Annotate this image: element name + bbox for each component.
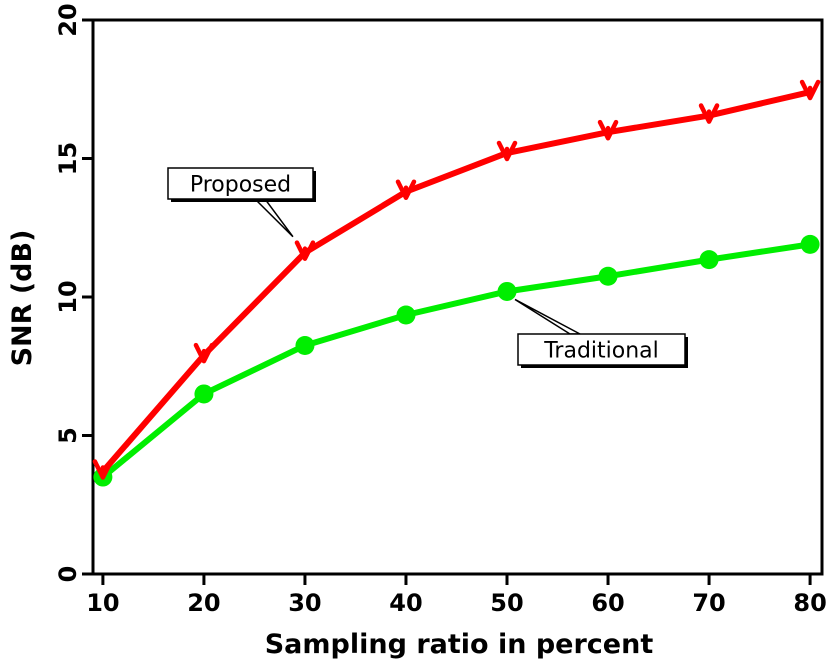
x-tick-label: 40 bbox=[389, 589, 422, 617]
proposed-point bbox=[92, 459, 114, 480]
proposed-point bbox=[294, 240, 316, 261]
y-axis-title: SNR (dB) bbox=[7, 230, 38, 367]
x-tick-label: 50 bbox=[490, 589, 523, 617]
x-tick-label: 60 bbox=[591, 589, 624, 617]
traditional-callout-label: Traditional bbox=[543, 339, 659, 364]
proposed-callout-pointer bbox=[253, 198, 294, 238]
y-tick-label: 0 bbox=[54, 566, 82, 583]
proposed-point bbox=[799, 79, 821, 101]
plot-frame bbox=[91, 18, 824, 576]
proposed-point bbox=[395, 179, 417, 200]
traditional-series-line bbox=[99, 241, 814, 481]
proposed-point bbox=[597, 119, 619, 141]
traditional-callout-pointer bbox=[514, 298, 581, 335]
x-tick-label: 20 bbox=[187, 589, 220, 617]
y-tick-label: 15 bbox=[54, 142, 82, 175]
traditional-callout-box bbox=[517, 333, 686, 366]
ticks: 0 5 10 15 20 10 20 30 40 50 60 70 80 bbox=[54, 3, 827, 617]
x-axis-title: Sampling ratio in percent bbox=[265, 629, 654, 660]
x-tick-label: 30 bbox=[288, 589, 321, 617]
traditional-point bbox=[598, 266, 618, 286]
y-tick-label: 5 bbox=[54, 427, 82, 444]
axes bbox=[91, 18, 824, 576]
proposed-point bbox=[698, 103, 720, 124]
proposed-callout-box bbox=[167, 167, 314, 200]
x-tick-label: 80 bbox=[793, 589, 826, 617]
proposed-point bbox=[193, 342, 215, 364]
proposed-point bbox=[496, 140, 518, 162]
callouts: Proposed Traditional bbox=[167, 167, 688, 368]
x-tick-label: 10 bbox=[86, 589, 119, 617]
traditional-point bbox=[699, 250, 719, 270]
traditional-point bbox=[396, 305, 416, 325]
series-layer bbox=[92, 79, 821, 487]
traditional-point bbox=[194, 384, 214, 404]
traditional-point bbox=[800, 234, 820, 254]
traditional-point bbox=[295, 335, 315, 355]
y-tick-label: 10 bbox=[54, 280, 82, 313]
x-tick-label: 70 bbox=[692, 589, 725, 617]
proposed-series-line bbox=[99, 89, 814, 475]
y-tick-label: 20 bbox=[54, 3, 82, 36]
proposed-callout-label: Proposed bbox=[190, 173, 291, 198]
traditional-point bbox=[497, 281, 517, 301]
